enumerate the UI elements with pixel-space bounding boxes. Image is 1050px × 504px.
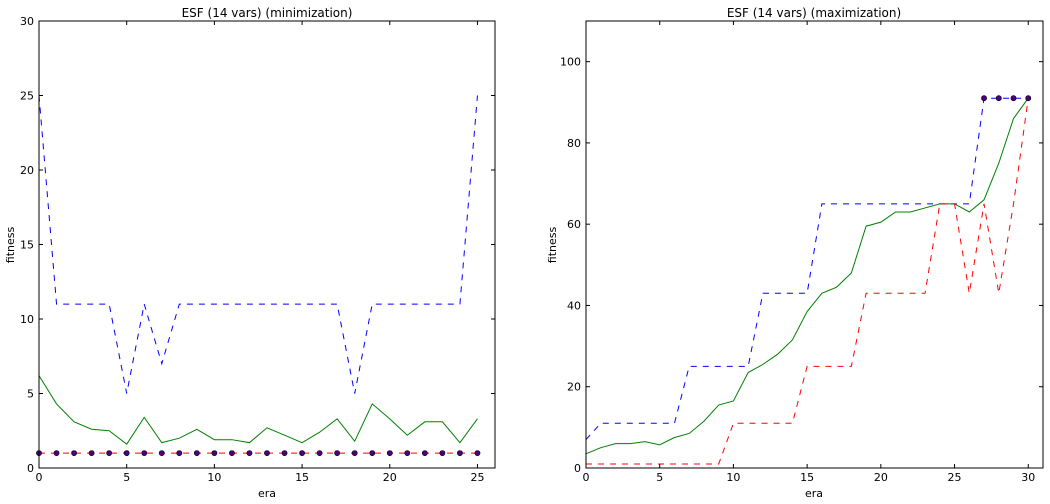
chart-title: ESF (14 vars) (maximization) — [727, 6, 901, 20]
x-tick-label: 10 — [207, 471, 221, 484]
x-tick-label: 15 — [800, 471, 814, 484]
x-tick-label: 10 — [726, 471, 740, 484]
series-line-0 — [585, 97, 1029, 440]
y-tick-label: 0 — [574, 462, 581, 475]
y-axis-label: fitness — [4, 227, 17, 264]
data-point-marker — [229, 450, 235, 456]
series-line-1 — [585, 97, 1029, 455]
y-tick-label: 100 — [560, 56, 581, 69]
data-point-marker — [281, 450, 288, 456]
x-tick-label: 5 — [656, 471, 663, 484]
data-point-marker — [106, 450, 113, 456]
data-point-marker — [995, 95, 1002, 102]
y-tick-label: 60 — [567, 218, 581, 231]
data-point-marker — [981, 95, 987, 102]
y-tick-label: 30 — [20, 15, 34, 28]
y-tick-label: 5 — [27, 388, 34, 401]
data-point-marker — [71, 450, 77, 456]
data-point-marker — [1010, 95, 1017, 102]
data-point-marker — [246, 450, 253, 456]
series-line-2 — [586, 98, 1029, 465]
data-point-marker — [53, 450, 60, 456]
y-tick-label: 25 — [20, 90, 34, 103]
data-point-marker — [88, 450, 95, 456]
x-tick-label: 15 — [295, 471, 309, 484]
series-line-0 — [38, 95, 478, 394]
y-tick-label: 0 — [27, 462, 34, 475]
y-tick-label: 20 — [20, 164, 34, 177]
data-point-marker — [176, 450, 183, 456]
chart-maximization: ESF (14 vars) (maximization) era fitness… — [546, 6, 1044, 500]
y-tick-label: 80 — [567, 137, 581, 150]
data-point-marker — [334, 450, 341, 456]
y-tick-label: 15 — [20, 239, 34, 252]
data-point-marker — [369, 450, 376, 456]
x-tick-label: 0 — [36, 471, 43, 484]
data-point-marker — [351, 450, 358, 456]
x-tick-label: 5 — [123, 471, 130, 484]
data-point-marker — [421, 450, 428, 456]
x-tick-label: 30 — [1021, 471, 1035, 484]
plot-frame — [585, 20, 1044, 469]
data-point-marker — [439, 450, 446, 456]
data-point-marker — [141, 450, 148, 456]
y-axis-label: fitness — [546, 227, 559, 264]
x-axis-label: era — [805, 487, 823, 500]
data-point-marker — [211, 450, 218, 456]
x-tick-label: 20 — [383, 471, 397, 484]
data-point-marker — [404, 450, 411, 456]
x-tick-label: 0 — [583, 471, 590, 484]
series-line-1 — [38, 375, 478, 445]
data-point-marker — [457, 450, 463, 456]
y-tick-label: 20 — [567, 381, 581, 394]
data-point-marker — [158, 450, 165, 456]
x-tick-label: 20 — [874, 471, 888, 484]
y-tick-label: 10 — [20, 313, 34, 326]
data-point-marker — [264, 450, 270, 456]
chart-minimization: ESF (14 vars) (minimization) era fitness… — [4, 6, 496, 500]
x-tick-label: 25 — [470, 471, 484, 484]
plot-frame — [38, 20, 496, 469]
x-axis-label: era — [258, 487, 276, 500]
data-point-marker — [193, 450, 200, 456]
chart-title: ESF (14 vars) (minimization) — [182, 6, 353, 20]
y-tick-label: 40 — [567, 299, 581, 312]
data-point-marker — [316, 450, 323, 456]
data-point-marker — [1025, 95, 1032, 102]
x-tick-label: 25 — [948, 471, 962, 484]
data-point-marker — [386, 450, 393, 456]
data-point-marker — [299, 450, 305, 456]
data-point-marker — [123, 450, 130, 456]
data-point-marker — [474, 450, 481, 456]
